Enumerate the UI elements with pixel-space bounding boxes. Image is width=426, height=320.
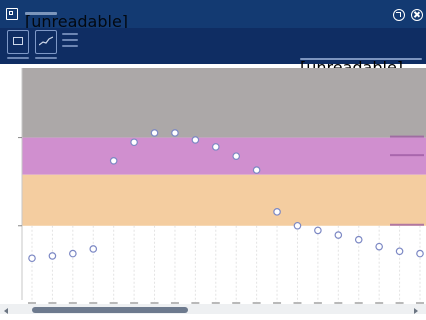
x-tick-label <box>252 302 261 304</box>
data-point <box>69 249 77 258</box>
x-tick-label <box>68 302 77 304</box>
x-tick-label <box>48 302 57 304</box>
x-tick-label <box>211 302 220 304</box>
toolbar-label <box>7 57 29 59</box>
horizontal-scrollbar[interactable] <box>0 304 426 314</box>
data-point <box>334 231 343 239</box>
scroll-left-icon[interactable] <box>4 308 8 314</box>
window-icon <box>6 8 18 20</box>
toolbar: [unreadable] <box>0 28 426 77</box>
data-point <box>232 152 241 160</box>
x-tick-label <box>191 302 200 304</box>
trend-button[interactable] <box>35 30 57 54</box>
refresh-icon[interactable] <box>393 9 405 21</box>
x-tick-label <box>313 302 322 304</box>
x-tick-label <box>416 302 424 304</box>
data-point <box>314 226 322 235</box>
trend-icon <box>39 36 53 46</box>
title-bar: [unreadable] <box>0 0 426 31</box>
data-point <box>130 138 138 147</box>
data-point <box>252 166 261 174</box>
monitor-icon <box>13 37 23 45</box>
band-label <box>390 223 424 226</box>
x-tick-label <box>109 302 118 304</box>
data-point <box>191 136 200 144</box>
x-tick-label <box>293 302 302 304</box>
data-point <box>416 249 424 258</box>
data-point <box>273 208 281 216</box>
toolbar-text-line <box>62 39 78 41</box>
toolbar-label <box>35 57 57 59</box>
zone-band <box>22 174 426 226</box>
band-label <box>390 154 424 157</box>
x-tick-label <box>354 302 363 304</box>
x-tick-label <box>334 302 343 304</box>
x-tick-label <box>28 302 36 304</box>
scroll-right-icon[interactable] <box>414 308 418 314</box>
x-tick-label <box>150 302 159 304</box>
data-point <box>293 221 302 230</box>
x-tick-label <box>273 302 282 304</box>
x-tick-label <box>395 302 404 304</box>
data-point <box>375 242 383 251</box>
data-point <box>354 235 363 244</box>
data-point <box>89 245 98 253</box>
x-tick-label <box>170 302 179 304</box>
data-point <box>109 157 118 165</box>
data-point <box>211 143 220 151</box>
view-button[interactable] <box>7 30 29 54</box>
zone-band <box>22 68 426 138</box>
status-info: [unreadable] <box>300 58 422 77</box>
data-point <box>171 129 179 137</box>
x-tick-label <box>375 302 384 304</box>
x-tick-label <box>89 302 98 304</box>
zone-band <box>22 137 426 175</box>
window-title: [unreadable] <box>25 12 129 31</box>
trend-chart <box>0 64 426 320</box>
x-tick-label <box>232 302 241 304</box>
band-label <box>390 135 424 138</box>
x-tick-label <box>130 302 139 304</box>
close-icon[interactable] <box>411 9 423 21</box>
toolbar-text-line <box>62 33 78 35</box>
chart-canvas <box>18 68 426 304</box>
scrollbar-thumb[interactable] <box>32 307 188 313</box>
toolbar-text-line <box>62 45 78 47</box>
data-point <box>150 129 159 137</box>
data-point <box>48 252 57 260</box>
data-point <box>28 254 36 263</box>
data-point <box>395 247 404 256</box>
